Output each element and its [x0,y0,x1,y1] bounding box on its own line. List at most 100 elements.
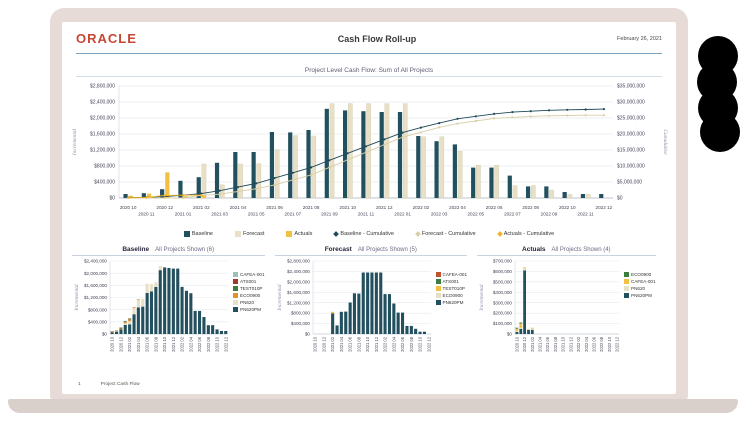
svg-text:2021 02: 2021 02 [530,336,535,352]
svg-text:2020 12: 2020 12 [321,336,326,352]
svg-text:$35,000,000: $35,000,000 [617,84,645,90]
svg-text:$400,000: $400,000 [88,319,108,324]
svg-text:$100,000: $100,000 [493,321,513,326]
svg-text:2021 08: 2021 08 [153,336,158,352]
svg-text:2020 10: 2020 10 [514,336,519,352]
footer-label: Project Cash Flow [100,382,140,387]
report-footer: 1 Project Cash Flow [78,382,140,387]
svg-text:2022 06: 2022 06 [400,336,405,352]
svg-text:$400,000: $400,000 [94,180,115,186]
legend-item: PN620PM [233,307,265,312]
svg-text:2021 10: 2021 10 [339,205,356,210]
svg-text:2022 06: 2022 06 [486,205,503,210]
svg-text:$25,000,000: $25,000,000 [617,116,645,122]
svg-text:$1,200,000: $1,200,000 [287,300,310,305]
forecast-chart: $0 $400,000 $800,000 $1,200,000 $1,600,000 $2… [275,256,435,367]
legend-item: Baseline [183,231,213,237]
svg-text:2021 09: 2021 09 [321,212,338,217]
svg-text:2021 08: 2021 08 [303,205,320,210]
legend-item: TEST010P [233,286,265,291]
svg-text:$200,000: $200,000 [493,311,513,316]
forecast-chart-subtitle: All Projects Shown (5) [357,247,417,253]
laptop-screen: ORACLE Cash Flow Roll-up February 26, 20… [50,8,688,400]
mini-charts-row: Baseline All Projects Shown (6) $0 $400,0… [62,246,676,367]
svg-text:$2,800,000: $2,800,000 [90,84,115,90]
forecast-chart-card: Forecast All Projects Shown (5) $0 $400,0… [274,246,468,367]
svg-text:2021 12: 2021 12 [568,336,573,352]
legend-item: PN620 [624,286,656,291]
svg-text:2021 11: 2021 11 [358,212,375,217]
svg-text:2021 06: 2021 06 [545,336,550,352]
actuals-chart-body: $0 $100,000 $200,000 $300,000 $400,000 $500,0… [477,256,656,367]
svg-text:$0: $0 [304,332,310,337]
legend-item: CAFEA-001 [233,272,265,277]
svg-text:$2,000,000: $2,000,000 [84,271,107,276]
main-chart-legend: Baseline Forecast Actuals Baseline - Cumula… [62,231,676,237]
svg-text:2022 02: 2022 02 [382,336,387,352]
legend-item: ECO0900 [624,272,656,277]
legend-item: PN620 [233,300,265,305]
svg-text:2022 01: 2022 01 [394,212,411,217]
svg-text:$400,000: $400,000 [493,290,513,295]
svg-text:$500,000: $500,000 [493,279,513,284]
svg-text:$2,000,000: $2,000,000 [90,116,115,122]
svg-text:2020 12: 2020 12 [522,336,527,352]
svg-text:2021 01: 2021 01 [175,212,192,217]
svg-text:2021 03: 2021 03 [211,212,228,217]
svg-text:$0: $0 [507,332,513,337]
svg-text:2022 02: 2022 02 [413,205,430,210]
svg-text:$20,000,000: $20,000,000 [617,132,645,138]
svg-text:2022 12: 2022 12 [426,336,431,352]
svg-text:$10,000,000: $10,000,000 [617,164,645,170]
baseline-chart-header: Baseline All Projects Shown (6) [72,246,265,256]
legend-item: PN620PM [624,293,656,298]
svg-text:2022 08: 2022 08 [522,205,539,210]
svg-text:2021 06: 2021 06 [347,336,352,352]
oracle-logo: ORACLE [76,31,137,46]
svg-text:2021 02: 2021 02 [127,336,132,352]
svg-text:2020 12: 2020 12 [118,336,123,352]
svg-text:2021 05: 2021 05 [248,212,265,217]
svg-text:$700,000: $700,000 [493,259,513,264]
forecast-chart-legend: CAFEA-001 ATS001 TEST010P ECO0900 PN620PM [435,272,468,305]
legend-item: Actuals - Cumulative [496,231,554,237]
svg-text:2022 06: 2022 06 [197,336,202,352]
svg-text:Incremental: Incremental [74,284,80,312]
svg-text:2021 06: 2021 06 [145,336,150,352]
svg-text:2020 12: 2020 12 [156,205,173,210]
svg-text:2021 04: 2021 04 [230,205,247,210]
baseline-chart-card: Baseline All Projects Shown (6) $0 $400,0… [72,246,265,367]
laptop-base [8,399,738,413]
svg-text:2021 12: 2021 12 [376,205,393,210]
report-date: February 26, 2021 [617,35,662,42]
legend-item: Forecast - Cumulative [415,231,476,237]
svg-text:$2,400,000: $2,400,000 [90,100,115,106]
svg-text:$1,200,000: $1,200,000 [90,148,115,154]
legend-item: CAFEA-001 [435,272,467,277]
forecast-chart-title: Forecast [324,246,352,253]
svg-text:2022 08: 2022 08 [599,336,604,352]
svg-text:2021 04: 2021 04 [338,336,343,352]
svg-text:$800,000: $800,000 [94,164,115,170]
svg-text:2021 06: 2021 06 [266,205,283,210]
actuals-chart-card: Actuals All Projects Shown (4) $0 $100,00… [477,246,656,367]
legend-item: CAFEA-001 [624,279,656,284]
svg-text:2022 02: 2022 02 [576,336,581,352]
svg-text:$2,800,000: $2,800,000 [287,259,310,264]
actuals-chart: $0 $100,000 $200,000 $300,000 $400,000 $500,0… [477,256,623,367]
svg-text:$15,000,000: $15,000,000 [617,148,645,154]
page-number: 1 [78,382,81,387]
actuals-chart-legend: ECO0900 CAFEA-001 PN620 PN620PM [624,272,656,298]
svg-text:2022 07: 2022 07 [504,212,521,217]
svg-text:2021 02: 2021 02 [193,205,210,210]
legend-item: ATS001 [435,279,468,284]
svg-text:2022 10: 2022 10 [215,336,220,352]
svg-text:2022 08: 2022 08 [408,336,413,352]
svg-text:2021 10: 2021 10 [162,336,167,352]
svg-text:2022 04: 2022 04 [188,336,193,352]
baseline-chart-body: $0 $400,000 $800,000 $1,200,000 $1,600,000 $2… [72,256,265,367]
legend-item: ECO0900 [435,293,468,298]
svg-text:2022 12: 2022 12 [596,205,613,210]
svg-text:2021 02: 2021 02 [330,336,335,352]
